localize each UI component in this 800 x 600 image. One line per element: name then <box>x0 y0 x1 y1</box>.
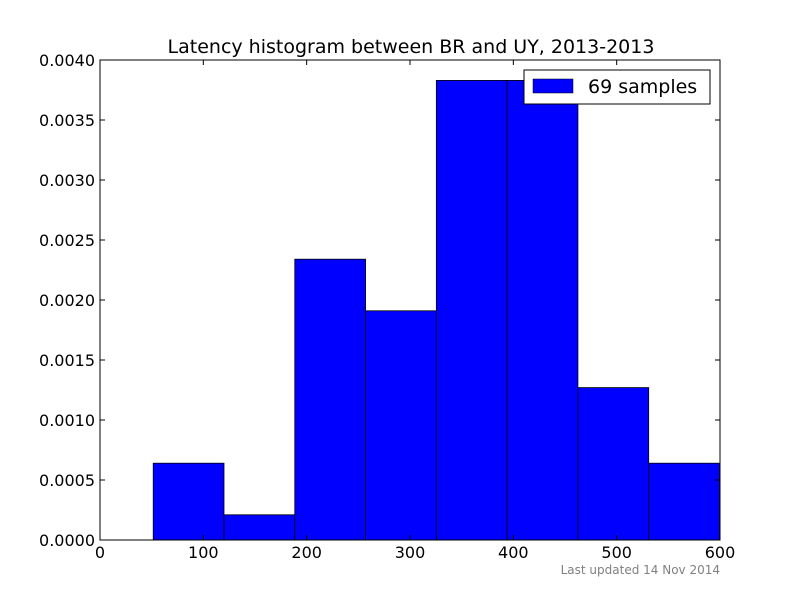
last-updated-text: Last updated 14 Nov 2014 <box>561 563 720 577</box>
x-tick-label: 200 <box>291 543 322 562</box>
y-tick-label: 0.0010 <box>39 411 95 430</box>
y-tick-label: 0.0025 <box>39 231 95 250</box>
histogram-bar-1 <box>152 462 225 541</box>
bars-group <box>152 80 720 541</box>
histogram-bar-5 <box>435 80 508 541</box>
axis-ticks: 0 100 200 300 400 500 600 0.0000 0.0005 0.0010 0.0… <box>39 51 735 562</box>
x-tick-label: 600 <box>705 543 736 562</box>
histogram-bar-8 <box>648 462 720 541</box>
histogram-bar-2 <box>223 514 296 541</box>
chart-title: Latency histogram between BR and UY, 201… <box>168 36 655 58</box>
x-tick-label: 0 <box>95 543 105 562</box>
histogram-bar-3 <box>294 258 366 541</box>
histogram-bar-4 <box>365 310 437 541</box>
x-tick-label: 300 <box>395 543 426 562</box>
y-tick-label: 0.0000 <box>39 531 95 550</box>
legend-label: 69 samples <box>588 76 697 98</box>
histogram-bar-6 <box>506 80 579 541</box>
y-tick-label: 0.0015 <box>39 351 95 370</box>
y-tick-label: 0.0020 <box>39 291 95 310</box>
x-tick-label: 400 <box>498 543 529 562</box>
histogram-bar-7 <box>577 387 650 541</box>
x-tick-label: 500 <box>601 543 632 562</box>
y-tick-label: 0.0030 <box>39 171 95 190</box>
x-tick-label: 100 <box>188 543 219 562</box>
legend-swatch <box>532 78 574 94</box>
y-tick-label: 0.0035 <box>39 111 95 130</box>
y-tick-label: 0.0040 <box>39 51 95 70</box>
legend: 69 samples <box>523 69 711 105</box>
y-tick-label: 0.0005 <box>39 471 95 490</box>
